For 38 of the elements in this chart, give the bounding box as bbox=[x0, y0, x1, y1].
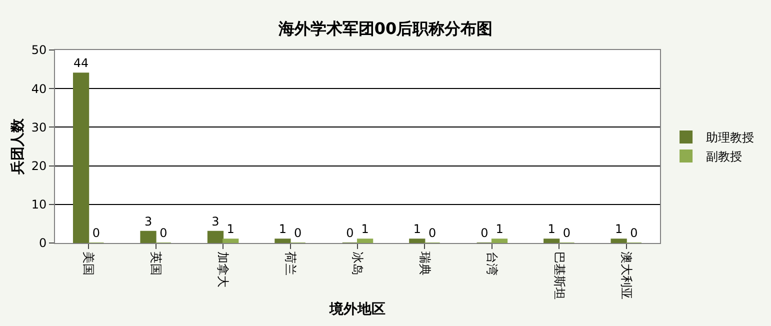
legend-label: 助理教授 bbox=[706, 130, 754, 145]
data-label: 0 bbox=[562, 226, 571, 240]
chart-title: 海外学术军团00后职称分布图 bbox=[277, 19, 493, 38]
data-label: 1 bbox=[615, 222, 623, 236]
data-label: 0 bbox=[630, 226, 638, 240]
x-tick-label: 美国 bbox=[82, 251, 96, 276]
x-tick-label: 荷兰 bbox=[283, 251, 298, 276]
data-label: 44 bbox=[74, 56, 89, 70]
y-tick-label: 0 bbox=[38, 236, 47, 250]
x-tick-label: 瑞典 bbox=[418, 251, 432, 276]
data-label: 1 bbox=[361, 222, 369, 236]
x-tick-label: 加拿大 bbox=[216, 251, 230, 288]
x-tick-label: 英国 bbox=[148, 251, 163, 276]
data-label: 3 bbox=[144, 214, 152, 228]
data-label: 1 bbox=[413, 222, 421, 236]
x-tick-label: 澳大利亚 bbox=[619, 251, 634, 300]
data-label: 3 bbox=[212, 214, 220, 228]
y-tick-label: 50 bbox=[31, 43, 47, 58]
data-label: 1 bbox=[496, 222, 504, 236]
x-tick-label: 巴基斯坦 bbox=[552, 251, 566, 300]
y-axis-title: 兵团人数 bbox=[8, 118, 26, 176]
data-label: 1 bbox=[548, 222, 556, 236]
data-label: 0 bbox=[428, 226, 436, 240]
data-label: 0 bbox=[346, 226, 354, 240]
y-tick-label: 40 bbox=[31, 82, 47, 96]
data-label: 0 bbox=[92, 226, 100, 240]
y-tick-label: 10 bbox=[31, 198, 47, 212]
y-tick-label: 20 bbox=[31, 159, 47, 173]
x-axis-title: 境外地区 bbox=[328, 300, 386, 318]
x-tick-label: 冰岛 bbox=[350, 251, 365, 276]
data-label: 1 bbox=[278, 222, 287, 236]
y-tick-label: 30 bbox=[31, 120, 47, 134]
data-label: 0 bbox=[294, 226, 302, 240]
x-tick-label: 台湾 bbox=[485, 251, 500, 276]
data-label: 0 bbox=[160, 226, 168, 240]
data-label: 1 bbox=[226, 222, 234, 236]
data-label: 0 bbox=[480, 226, 488, 240]
legend-label: 副教授 bbox=[706, 150, 742, 164]
